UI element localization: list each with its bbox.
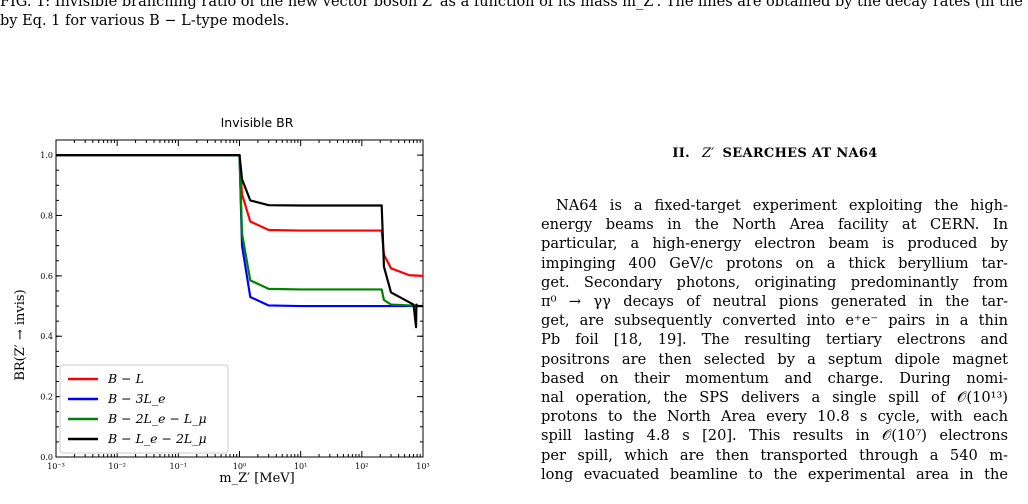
legend-label: B − L xyxy=(107,371,144,386)
section-heading: II. Z′ SEARCHES AT NA64 xyxy=(540,146,1010,161)
chart-title: Invisible BR xyxy=(221,115,294,130)
body-line: impinging 400 GeV/c protons on a thick b… xyxy=(541,254,1008,272)
section-number: II. xyxy=(672,146,690,161)
x-tick-label: 10³ xyxy=(416,462,429,471)
caption-line-2: by Eq. 1 for various B − L-type models. xyxy=(0,13,290,29)
legend-label: B − L_e − 2L_μ xyxy=(107,431,207,446)
body-line: based on their momentum and charge. Duri… xyxy=(541,369,1008,387)
y-tick-label: 0.8 xyxy=(40,211,53,220)
y-tick-label: 0.0 xyxy=(40,453,53,462)
y-tick-label: 0.6 xyxy=(40,272,53,281)
x-tick-label: 10⁰ xyxy=(233,462,246,471)
y-tick-label: 1.0 xyxy=(40,151,53,160)
section-symbol: Z′ xyxy=(701,146,715,161)
invisible-br-chart: Invisible BR 10⁻³ 10⁻² 10⁻¹ 10⁰ 10¹ 10² 10³ 0.0… xyxy=(13,115,430,486)
figure-caption: FIG. 1: Invisible branching ratio of the… xyxy=(0,0,1028,31)
series-line-4 xyxy=(56,154,423,329)
caption-line-1: FIG. 1: Invisible branching ratio of the… xyxy=(0,0,1028,10)
body-paragraph: NA64 is a fixed-target experiment exploi… xyxy=(541,196,1008,484)
body-line: per spill, which are then transported th… xyxy=(541,446,1008,464)
body-line: π⁰ → γγ decays of neutral pions generate… xyxy=(541,293,1008,311)
body-line: positrons are then selected by a septum … xyxy=(541,350,1008,368)
x-tick-label: 10⁻¹ xyxy=(170,462,188,471)
legend-label: B − 3L_e xyxy=(107,391,166,406)
body-line: particular, a high-energy electron beam … xyxy=(541,235,1008,253)
y-tick-label: 0.4 xyxy=(40,332,53,341)
series-line-3 xyxy=(56,154,423,308)
body-line: get, are subsequently converted into e⁺e… xyxy=(541,312,1008,330)
body-line: protons to the North Area every 10.8 s c… xyxy=(541,408,1008,426)
section-title: SEARCHES AT NA64 xyxy=(722,146,878,161)
x-tick-label: 10¹ xyxy=(294,462,307,471)
legend-box xyxy=(59,364,229,454)
body-line: NA64 is a fixed-target experiment exploi… xyxy=(556,197,1008,214)
y-tick-label: 0.2 xyxy=(40,393,53,402)
body-line: energy beams in the North Area facility … xyxy=(541,216,1008,234)
body-line: Pb foil [18, 19]. The resulting tertiary… xyxy=(541,331,1008,349)
body-line: long evacuated beamline to the experimen… xyxy=(541,465,1008,483)
body-line: get. Secondary photons, originating pred… xyxy=(541,273,1008,291)
body-line: spill lasting 4.8 s [20]. This results i… xyxy=(541,427,1008,445)
x-tick-label: 10⁻² xyxy=(108,462,126,471)
x-tick-label: 10⁻³ xyxy=(47,462,65,471)
x-axis-label: m_Z′ [MeV] xyxy=(219,471,294,486)
legend-label: B − 2L_e − L_μ xyxy=(107,411,207,426)
x-tick-label: 10² xyxy=(355,462,368,471)
body-line: nal operation, the SPS delivers a single… xyxy=(541,389,1008,407)
y-axis-label: BR(Z′ → invis) xyxy=(13,289,28,380)
